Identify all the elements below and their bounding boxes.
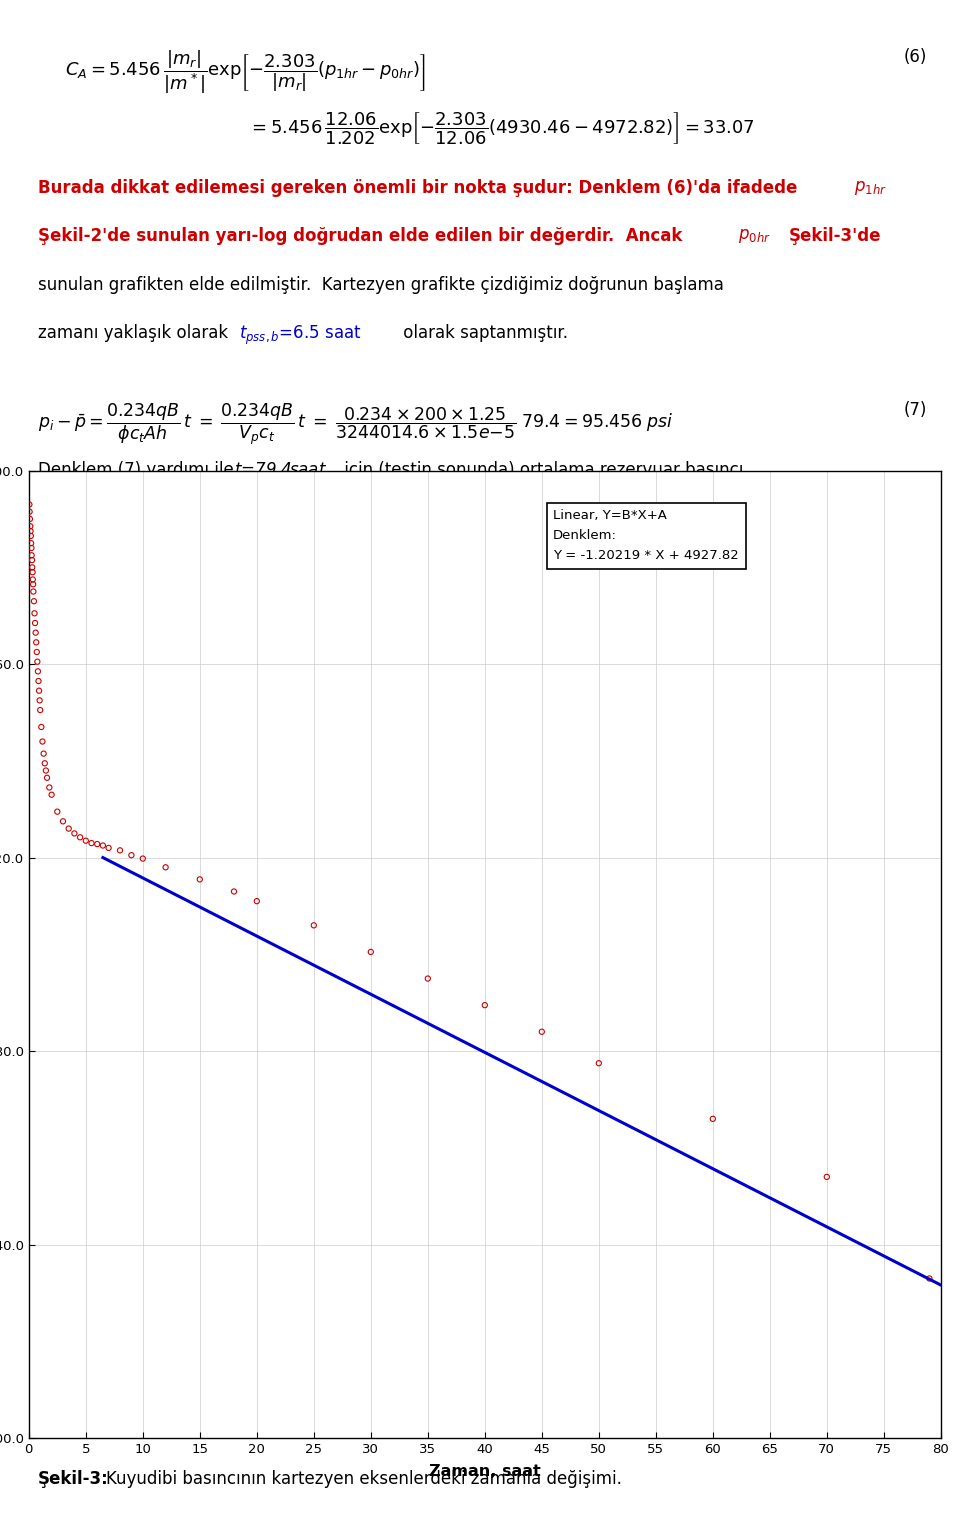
Point xyxy=(39,766,55,790)
Point xyxy=(95,833,110,857)
Point xyxy=(534,1020,549,1044)
Point xyxy=(306,912,322,937)
Point xyxy=(29,631,44,655)
Point xyxy=(922,1266,937,1291)
Text: Linear, Y=B*X+A
Denklem:
Y = -1.20219 * X + 4927.82: Linear, Y=B*X+A Denklem: Y = -1.20219 * … xyxy=(553,510,739,562)
Point xyxy=(25,560,40,585)
Text: (7): (7) xyxy=(903,401,927,419)
Text: olarak bulunur.: olarak bulunur. xyxy=(198,510,327,527)
Point xyxy=(67,821,82,845)
Point xyxy=(420,966,436,991)
Text: $p_{1hr}$: $p_{1hr}$ xyxy=(854,179,887,197)
Text: Kuyudibi basıncının kartezyen eksenlerdeki zamanla değişimi.: Kuyudibi basıncının kartezyen eksenlerde… xyxy=(107,1470,622,1488)
Point xyxy=(28,620,43,645)
Point xyxy=(26,573,41,597)
Text: Şekil-3:: Şekil-3: xyxy=(38,1470,108,1488)
Point xyxy=(135,847,151,871)
Text: $p_i - \bar{p} = \dfrac{0.234qB}{\phi c_t Ah}\,t\;=\;\dfrac{0.234qB}{V_p c_t}\,t: $p_i - \bar{p} = \dfrac{0.234qB}{\phi c_… xyxy=(38,401,674,447)
Point xyxy=(101,836,116,860)
Point xyxy=(22,493,37,517)
Point xyxy=(31,669,46,694)
Text: (6): (6) xyxy=(903,49,927,66)
Point xyxy=(22,507,37,531)
Point xyxy=(31,660,46,684)
Point xyxy=(591,1050,607,1075)
Point xyxy=(41,775,57,799)
Point xyxy=(24,548,39,573)
Point xyxy=(23,514,38,539)
Point xyxy=(89,831,105,856)
Text: olarak saptanmıştır.: olarak saptanmıştır. xyxy=(398,325,568,341)
Point xyxy=(227,879,242,903)
Text: $C_A = 5.456\,\dfrac{|m_r|}{|m^*|}\exp\!\left[-\dfrac{2.303}{|m_r|}(p_{1hr} - p_: $C_A = 5.456\,\dfrac{|m_r|}{|m^*|}\exp\!… xyxy=(65,49,426,96)
Point xyxy=(27,602,42,626)
Point xyxy=(250,890,265,914)
Text: Şekil-2'de sunulan yarı-log doğrudan elde edilen bir değerdir.  Ancak: Şekil-2'de sunulan yarı-log doğrudan eld… xyxy=(38,228,688,245)
Text: sunulan grafikten elde edilmiştir.  Kartezyen grafikte çizdiğimiz doğrunun başla: sunulan grafikten elde edilmiştir. Karte… xyxy=(38,276,724,294)
Point xyxy=(26,589,41,614)
Point xyxy=(72,825,87,850)
Point xyxy=(23,531,38,556)
Text: $\bar{p}$: $\bar{p}$ xyxy=(38,510,50,531)
Point xyxy=(112,837,128,862)
Point xyxy=(23,519,38,544)
Point xyxy=(35,729,50,753)
Point xyxy=(29,640,44,664)
Point xyxy=(124,844,139,868)
Text: Şekil-3'de: Şekil-3'de xyxy=(788,228,881,245)
Point xyxy=(22,499,37,524)
Point xyxy=(23,524,38,548)
Point xyxy=(25,566,40,591)
Point xyxy=(705,1107,720,1131)
Point xyxy=(30,649,45,674)
Point xyxy=(32,687,47,712)
Point xyxy=(84,831,99,856)
Point xyxy=(56,808,71,833)
Text: $= 5.456\,\dfrac{12.06}{1.202}\exp\!\left[-\dfrac{2.303}{12.06}(4930.46 - 4972.8: $= 5.456\,\dfrac{12.06}{1.202}\exp\!\lef… xyxy=(248,110,755,145)
Point xyxy=(44,782,60,807)
Point xyxy=(192,867,207,891)
Point xyxy=(819,1165,834,1190)
Text: Denklem (7) yardımı ile: Denklem (7) yardımı ile xyxy=(38,461,239,479)
Text: Burada dikkat edilemesi gereken önemli bir nokta şudur: Denklem (6)'da ifadede: Burada dikkat edilemesi gereken önemli b… xyxy=(38,179,804,197)
Point xyxy=(26,579,41,603)
Point xyxy=(78,828,93,853)
Text: için (testin sonunda) ortalama rezervuar basıncı: için (testin sonunda) ortalama rezervuar… xyxy=(339,461,743,479)
Text: $p_{0hr}$: $p_{0hr}$ xyxy=(738,228,771,245)
Text: $saat$: $saat$ xyxy=(289,461,326,479)
Point xyxy=(363,940,378,965)
Point xyxy=(37,752,53,776)
Point xyxy=(477,994,492,1018)
X-axis label: Zaman, saat: Zaman, saat xyxy=(429,1464,540,1479)
Point xyxy=(32,678,47,703)
Point xyxy=(33,698,48,723)
Point xyxy=(157,854,174,879)
Point xyxy=(24,544,39,568)
Text: zamanı yaklaşık olarak: zamanı yaklaşık olarak xyxy=(38,325,233,341)
Point xyxy=(34,715,49,739)
Text: $psi$: $psi$ xyxy=(161,510,187,531)
Point xyxy=(25,556,40,580)
Point xyxy=(38,758,54,782)
Point xyxy=(24,536,39,560)
Point xyxy=(50,799,65,824)
Text: $t$=79.4: $t$=79.4 xyxy=(234,461,292,479)
Text: $t_{pss,b}$=6.5 saat: $t_{pss,b}$=6.5 saat xyxy=(238,325,361,348)
Point xyxy=(36,741,51,766)
Text: = 4904.5: = 4904.5 xyxy=(67,510,144,527)
Point xyxy=(28,611,43,635)
Point xyxy=(61,816,77,841)
